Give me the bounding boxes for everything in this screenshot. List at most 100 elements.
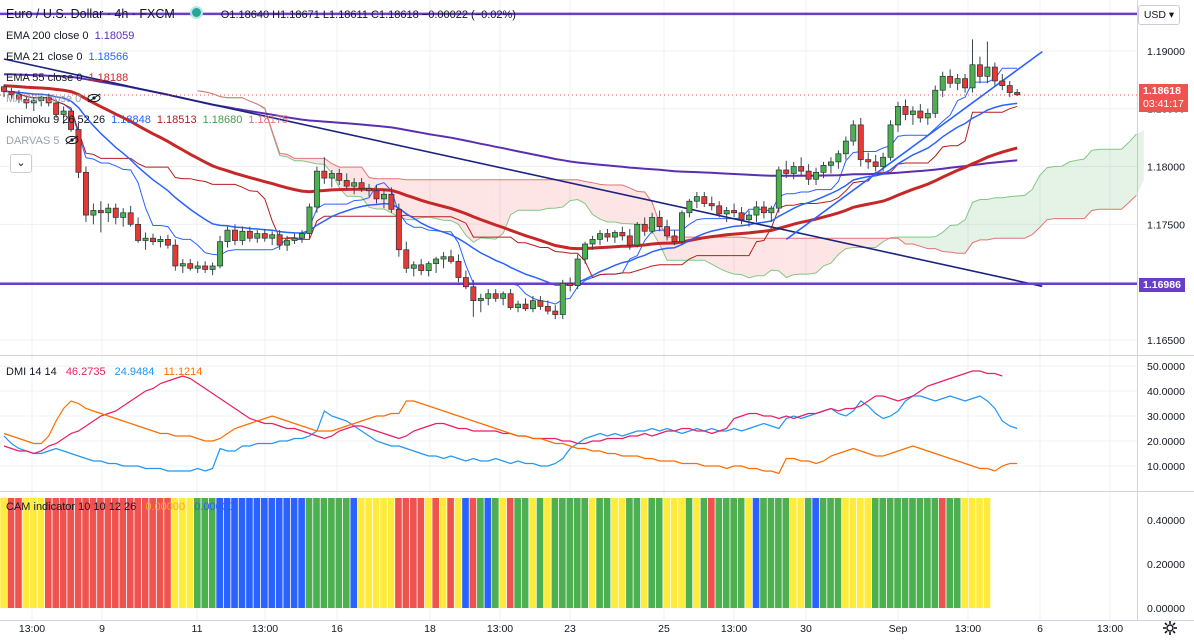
indicator-label: MA 200 close 0 [6, 93, 82, 105]
cam-bar-57 [424, 498, 432, 608]
cloud-seg-77 [771, 238, 779, 271]
candle-body-103 [768, 207, 775, 214]
cloud-seg-101 [950, 224, 958, 254]
cam-bar-103 [767, 498, 775, 608]
cloud-seg-111 [1024, 189, 1033, 239]
time-axis[interactable]: 13:00 9 11 13:00 16 18 13:00 23 25 13:00 30 Sep 13:0… [19, 623, 1123, 635]
cam-bar-96 [715, 498, 723, 608]
cam-bar-13 [97, 498, 104, 608]
indicator-value: 1.18188 [88, 72, 129, 84]
candle-body-46 [343, 180, 350, 187]
cloud-seg-84 [823, 238, 831, 266]
cam-bar-31 [231, 498, 238, 608]
time-tick-1: 9 [99, 623, 105, 635]
candle-body-108 [805, 170, 812, 180]
cloud-seg-37 [473, 179, 481, 243]
cam-bar-68 [506, 498, 514, 608]
ichimoku-span-a [197, 90, 1137, 279]
cam-value-2: 0.00000 [194, 501, 234, 513]
candle-body-104 [775, 169, 782, 209]
indicator-row-2[interactable]: EMA 55 close 0 1.18188 [6, 72, 128, 85]
candle-body-44 [328, 173, 335, 179]
time-tick-9: 13:00 [721, 623, 747, 635]
cam-bar-98 [730, 498, 738, 608]
cloud-seg-59 [637, 191, 645, 225]
cloud-seg-96 [912, 237, 921, 247]
cloud-seg-79 [786, 238, 794, 278]
cam-legend[interactable]: CAM indicator 10 10 12 26 0.00000 0.0000… [6, 501, 234, 514]
candle-body-17 [127, 212, 134, 225]
candle-body-71 [529, 300, 536, 310]
candle-body-67 [500, 293, 507, 299]
last-price-tag: 1.18618 03:41:17 [1139, 84, 1188, 112]
settings-gear-icon[interactable] [1162, 620, 1178, 636]
indicator-row-1[interactable]: EMA 21 close 0 1.18566 [6, 51, 128, 64]
candle-body-55 [410, 264, 417, 269]
cloud-seg-98 [927, 236, 936, 249]
candle-body-109 [813, 171, 820, 180]
ichimoku-kijun [3, 90, 1018, 279]
indicator-row-4[interactable]: Ichimoku 9 26 52 26 1.18848 1.18513 1.18680… [6, 114, 288, 127]
symbol-header: Euro / U.S. Dollar · 4h · FXCM O1.18640 … [6, 6, 516, 21]
candle-body-27 [202, 265, 209, 270]
cam-bar-41 [305, 498, 313, 608]
candle-body-11 [82, 171, 89, 216]
cam-bar-75 [559, 498, 566, 608]
cam-tick-2: 0.00000 [1147, 603, 1185, 615]
cam-bar-126 [938, 498, 946, 608]
trendline-0 [3, 58, 1043, 288]
indicator-row-0[interactable]: EMA 200 close 0 1.18059 [6, 30, 134, 43]
cam-label: CAM indicator 10 10 12 26 [6, 501, 137, 513]
candle-body-129 [962, 78, 969, 89]
cam-bar-121 [901, 498, 909, 608]
cam-bar-95 [708, 498, 715, 608]
price-axis[interactable]: 1.190001.185001.180001.175001.170001.165… [1147, 46, 1185, 615]
cam-bar-85 [633, 498, 641, 608]
candle-body-90 [671, 235, 678, 243]
currency-button[interactable]: USD ▾ [1138, 5, 1180, 25]
cam-bar-54 [402, 498, 410, 608]
candle-body-24 [179, 263, 186, 267]
cloud-seg-97 [920, 237, 928, 249]
collapse-legend-button[interactable]: ⌄ [10, 154, 32, 173]
cam-bar-65 [484, 498, 492, 608]
hidden-eye-icon[interactable] [87, 93, 101, 103]
cam-bar-45 [335, 498, 343, 608]
candle-body-63 [470, 286, 477, 302]
candle-body-97 [723, 210, 730, 215]
cam-bar-55 [410, 498, 417, 608]
dmi-tick-2: 30.0000 [1147, 411, 1185, 423]
cam-bar-117 [871, 498, 879, 608]
dmi-tick-0: 50.0000 [1147, 361, 1185, 373]
candle-body-47 [351, 182, 358, 187]
cloud-seg-42 [510, 179, 519, 215]
candle-body-18 [135, 223, 142, 241]
candle-body-118 [880, 156, 887, 167]
cloud-seg-57 [622, 185, 630, 224]
candle-body-36 [269, 234, 276, 239]
indicator-row-3[interactable]: MA 200 close 0 [6, 93, 101, 106]
cam-bar-63 [469, 498, 477, 608]
dmi-legend[interactable]: DMI 14 14 46.2735 24.9484 11.1214 [6, 366, 202, 379]
time-tick-6: 13:00 [487, 623, 513, 635]
cloud-seg-124 [1121, 142, 1129, 210]
cam-bar-104 [775, 498, 782, 608]
indicator-row-5[interactable]: DARVAS 5 [6, 135, 79, 148]
hidden-eye-icon[interactable] [65, 135, 79, 145]
cam-bar-129 [961, 498, 968, 608]
candle-body-128 [954, 78, 961, 84]
price-tick-0: 1.19000 [1147, 46, 1185, 58]
cam-bar-119 [886, 498, 894, 608]
candle-body-116 [865, 159, 872, 163]
cloud-seg-116 [1061, 161, 1070, 219]
symbol-title[interactable]: Euro / U.S. Dollar · 4h · FXCM [6, 7, 175, 21]
cam-bar-122 [909, 498, 916, 608]
candle-body-75 [559, 282, 566, 315]
candle-body-77 [574, 258, 581, 286]
cloud-seg-58 [629, 187, 638, 225]
candle-body-50 [373, 190, 380, 200]
cam-bar-123 [916, 498, 924, 608]
candle-body-88 [656, 217, 663, 227]
cloud-seg-69 [711, 237, 720, 269]
